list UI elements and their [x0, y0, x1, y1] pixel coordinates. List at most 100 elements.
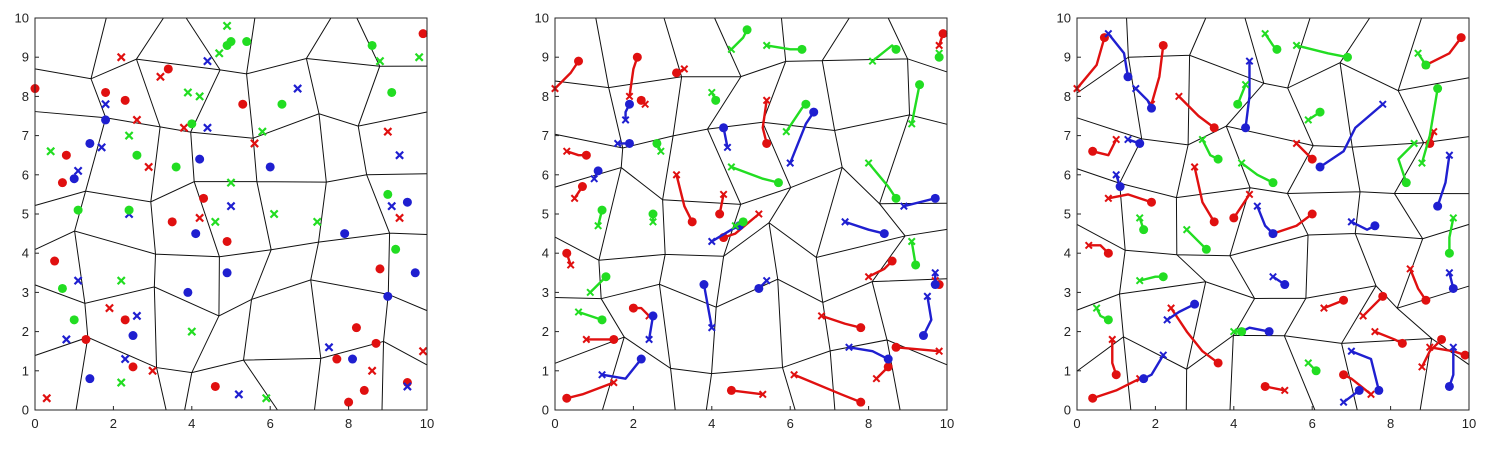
trajectory-line	[820, 314, 862, 329]
data-point-cross	[395, 213, 404, 223]
trajectory-end-circle	[797, 44, 807, 54]
data-point-circle	[222, 40, 232, 50]
x-tick-label: 6	[267, 416, 274, 431]
trajectory-start-cross	[790, 370, 799, 379]
trajectory-line	[1240, 161, 1275, 184]
trajectory-start-cross	[1445, 268, 1454, 277]
trajectory-start-cross	[1159, 351, 1168, 360]
data-point-cross	[73, 166, 83, 176]
axes-box	[34, 17, 428, 411]
trajectory-line	[565, 381, 615, 400]
data-point-circle	[57, 178, 67, 188]
trajectory-end-circle	[597, 205, 607, 215]
trajectory-end-circle	[574, 56, 584, 66]
data-point-circle	[371, 338, 381, 348]
data-point-circle	[375, 264, 385, 274]
trajectory-end-circle	[1135, 138, 1145, 148]
trajectory-end-circle	[1339, 370, 1349, 380]
trajectory-end-circle	[1260, 381, 1270, 391]
data-point-circle	[265, 162, 275, 172]
trajectory-line	[1428, 346, 1467, 357]
trajectory-line	[867, 161, 898, 200]
data-point-cross	[120, 354, 130, 364]
trajectory-end-circle	[930, 280, 940, 290]
trajectory-start-cross	[1418, 362, 1426, 371]
panel-3-trajectories: 0 2 4 6 8 10 0 1 2 3 4 5 6 7 8 9 10	[1057, 11, 1477, 432]
x-tick-label: 4	[708, 416, 715, 431]
trajectory-start-cross	[731, 221, 740, 230]
y-tick-label: 3	[542, 285, 549, 300]
y-tick-label: 4	[1064, 246, 1071, 261]
trajectory-end-circle	[809, 107, 819, 117]
trajectory-start-cross	[923, 292, 932, 301]
cell-boundaries	[554, 17, 948, 411]
y-tick-label: 1	[542, 363, 549, 378]
data-point-circle	[332, 354, 342, 364]
y-tick-label: 6	[1064, 167, 1071, 182]
trajectory-end-circle	[1237, 327, 1247, 337]
trajectory-line	[1165, 302, 1196, 322]
trajectory-end-circle	[1311, 366, 1321, 376]
data-point-circle	[367, 40, 377, 50]
trajectory-start-cross	[719, 190, 728, 199]
trajectory-end-circle	[1190, 299, 1200, 309]
trajectory-end-circle	[738, 217, 748, 227]
y-tick-label: 2	[1064, 324, 1071, 339]
trajectory-start-cross	[562, 147, 571, 156]
data-point-cross	[414, 52, 424, 62]
trajectory-start-cross	[1190, 163, 1199, 171]
trajectory-end-circle	[1433, 84, 1443, 94]
data-point-cross	[187, 327, 197, 336]
trajectory-end-circle	[1146, 197, 1156, 207]
trajectory-start-cross	[1092, 304, 1101, 312]
y-tick-label: 0	[1064, 403, 1071, 418]
trajectory-start-cross	[1112, 135, 1121, 144]
trajectory-end-circle	[1421, 60, 1431, 70]
trajectory-start-cross	[1135, 276, 1144, 285]
trajectory-end-circle	[742, 25, 752, 35]
y-tick-label: 3	[1064, 285, 1071, 300]
trajectory-end-circle	[1201, 244, 1211, 254]
data-point-cross	[46, 146, 56, 156]
trajectory-end-circle	[934, 52, 944, 62]
trajectory-start-cross	[586, 288, 595, 297]
trajectory-line	[792, 373, 862, 404]
trajectory-line	[902, 197, 937, 208]
trajectory-start-cross	[1449, 343, 1458, 352]
data-point-circle	[163, 64, 173, 74]
trajectory-line	[1436, 153, 1451, 208]
trajectory-line	[1193, 165, 1216, 224]
data-point-cross	[226, 178, 236, 188]
data-point-circle	[187, 119, 197, 129]
y-tick-label: 9	[542, 50, 549, 65]
x-tick-label: 4	[188, 416, 195, 431]
data-point-circle	[167, 217, 177, 227]
trajectory-start-cross	[872, 374, 881, 383]
trajectory-end-circle	[915, 80, 925, 90]
x-tick-label: 10	[1462, 416, 1476, 431]
trajectory-end-circle	[1123, 72, 1133, 82]
trajectory-start-cross	[762, 41, 771, 50]
trajectory-start-cross	[594, 221, 603, 230]
y-tick-label: 8	[1064, 89, 1071, 104]
trajectory-end-circle	[624, 99, 634, 109]
data-point-cross	[387, 201, 397, 211]
data-point-cross	[395, 150, 404, 160]
trajectory-end-circle	[1354, 385, 1364, 395]
data-point-cross	[234, 389, 244, 399]
trajectory-line	[922, 295, 933, 337]
trajectory-end-circle	[1315, 162, 1325, 172]
trajectory-line	[1295, 44, 1349, 59]
trajectory-end-circle	[1342, 52, 1352, 62]
trajectory-line	[1142, 353, 1165, 380]
trajectory-end-circle	[562, 393, 572, 403]
trajectory-end-circle	[1088, 393, 1098, 403]
data-point-circle	[73, 205, 83, 215]
x-tick-label: 2	[630, 416, 637, 431]
data-point-cross	[179, 123, 189, 133]
trajectory-start-cross	[1253, 202, 1262, 211]
x-tick-label: 0	[31, 416, 38, 431]
trajectory-line	[843, 220, 886, 235]
trajectory-end-circle	[1460, 350, 1470, 360]
trajectory-end-circle	[715, 209, 725, 219]
